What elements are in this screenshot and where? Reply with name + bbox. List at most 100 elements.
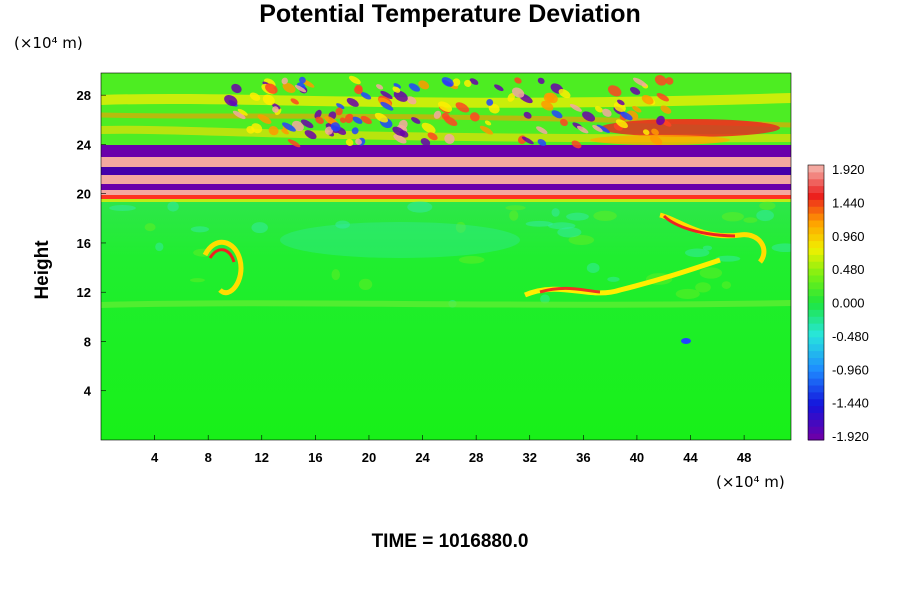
- y-tick-label: 28: [77, 88, 91, 103]
- x-axis-unit: (×10⁴ m): [716, 473, 785, 491]
- wave-blob: [649, 135, 663, 146]
- y-axis-unit: (×10⁴ m): [14, 34, 83, 52]
- colorbar-labels: 1.920 1.440 0.960 0.480 0.000 -0.480 -0.960 -1.…: [832, 162, 869, 444]
- wave-blob: [438, 101, 453, 112]
- wave-blob: [576, 125, 589, 134]
- colorbar-swatch: [808, 398, 824, 407]
- colorbar-label: -0.960: [832, 362, 869, 377]
- wave-blob: [406, 96, 417, 105]
- wave-blob: [360, 115, 372, 125]
- x-tick-label: 28: [469, 450, 483, 465]
- wave-blob: [633, 77, 647, 87]
- y-tick-label: 8: [84, 334, 91, 349]
- wave-blob: [602, 108, 612, 117]
- field-texture: [568, 235, 595, 245]
- wave-blob: [393, 83, 402, 89]
- colorbar-label: 0.000: [832, 296, 865, 311]
- colorbar-swatch: [808, 371, 824, 379]
- wave-blob: [224, 94, 238, 107]
- x-tick-label: 40: [630, 450, 644, 465]
- wave-blob: [304, 130, 317, 140]
- field-texture: [167, 201, 179, 212]
- wave-blob: [299, 76, 306, 84]
- colorbar-swatch: [808, 357, 824, 365]
- field-texture: [251, 222, 268, 234]
- wave-blob: [452, 78, 461, 87]
- wave-blob: [374, 112, 388, 123]
- wave-blob: [393, 134, 407, 144]
- wave-blob: [632, 105, 642, 113]
- wave-blob: [469, 112, 480, 122]
- wave-blob: [376, 84, 384, 90]
- colorbar: [807, 164, 825, 441]
- colorbar-swatch: [808, 199, 824, 207]
- warm-stripe: [101, 175, 791, 184]
- x-tick-label: 16: [308, 450, 322, 465]
- wave-blob: [315, 116, 324, 124]
- wave-blob: [324, 126, 333, 135]
- colorbar-swatch: [808, 247, 824, 255]
- wave-blob: [249, 92, 261, 101]
- colorbar-swatch: [808, 419, 824, 427]
- warm-stripe: [101, 190, 791, 195]
- wave-blob: [231, 83, 242, 94]
- wave-blob: [392, 86, 401, 93]
- field-texture: [331, 269, 340, 281]
- colorbar-swatch: [808, 336, 824, 345]
- y-axis: 4 8 12 16 20 24 28: [77, 88, 106, 399]
- wave-blob: [237, 108, 248, 116]
- colorbar-swatch: [808, 192, 824, 200]
- wave-blob: [512, 87, 525, 98]
- field-texture: [407, 201, 433, 213]
- x-tick-label: 24: [415, 450, 430, 465]
- colorbar-swatch: [808, 391, 824, 400]
- convective-feature: [202, 240, 244, 295]
- wave-blob: [257, 114, 272, 124]
- cold-spot: [681, 338, 691, 344]
- field-texture: [699, 267, 723, 279]
- colorbar-swatch: [808, 405, 824, 413]
- colorbar-label: 0.480: [832, 262, 865, 277]
- wave-blob: [543, 92, 555, 103]
- field-texture: [771, 243, 791, 253]
- colorbar-swatch: [808, 220, 824, 228]
- colorbar-swatch: [808, 240, 824, 248]
- field-texture: [759, 201, 776, 210]
- wave-blob: [642, 129, 650, 136]
- colorbar-swatch: [808, 364, 824, 372]
- wave-blob: [537, 139, 547, 147]
- wave-blob: [559, 118, 568, 126]
- colorbar-swatch: [808, 385, 824, 393]
- colorbar-swatch: [808, 165, 824, 173]
- x-tick-label: 32: [523, 450, 537, 465]
- plot-frame: [100, 72, 792, 441]
- colorbar-label: -1.440: [832, 396, 869, 411]
- field-texture: [715, 255, 741, 262]
- wave-blob: [421, 122, 436, 134]
- wave-blob: [551, 110, 563, 119]
- wave-blob: [351, 127, 359, 135]
- colorbar-swatch: [808, 233, 824, 242]
- wave-blob: [571, 140, 582, 149]
- colorbar-frame: [807, 164, 825, 441]
- wave-blob: [537, 77, 545, 85]
- colorbar-swatch: [808, 295, 824, 303]
- x-axis: 4 8 12 16 20 24 28 32 36 40 44 48: [151, 435, 751, 465]
- field-texture: [189, 278, 205, 283]
- wave-blob: [345, 138, 354, 146]
- wave-blob: [268, 126, 279, 136]
- wave-blob: [281, 128, 289, 135]
- colorbar-swatch: [808, 268, 824, 276]
- field-texture: [586, 262, 600, 274]
- field-texture: [335, 220, 350, 229]
- wave-blob: [620, 111, 633, 121]
- wave-blob: [335, 107, 343, 116]
- field-texture: [695, 282, 711, 293]
- wave-blob: [486, 99, 494, 106]
- colorbar-swatch: [808, 213, 824, 221]
- colorbar-swatch: [808, 226, 824, 235]
- colorbar-swatch: [808, 261, 824, 269]
- wave-blob: [654, 75, 667, 86]
- wave-blob: [521, 136, 534, 145]
